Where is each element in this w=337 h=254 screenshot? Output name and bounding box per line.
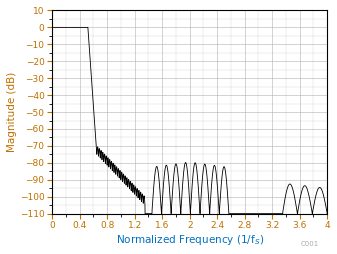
Y-axis label: Magnitude (dB): Magnitude (dB) bbox=[7, 72, 17, 152]
Text: C001: C001 bbox=[300, 241, 318, 247]
X-axis label: Normalized Frequency (1/f$_S$): Normalized Frequency (1/f$_S$) bbox=[116, 233, 264, 247]
